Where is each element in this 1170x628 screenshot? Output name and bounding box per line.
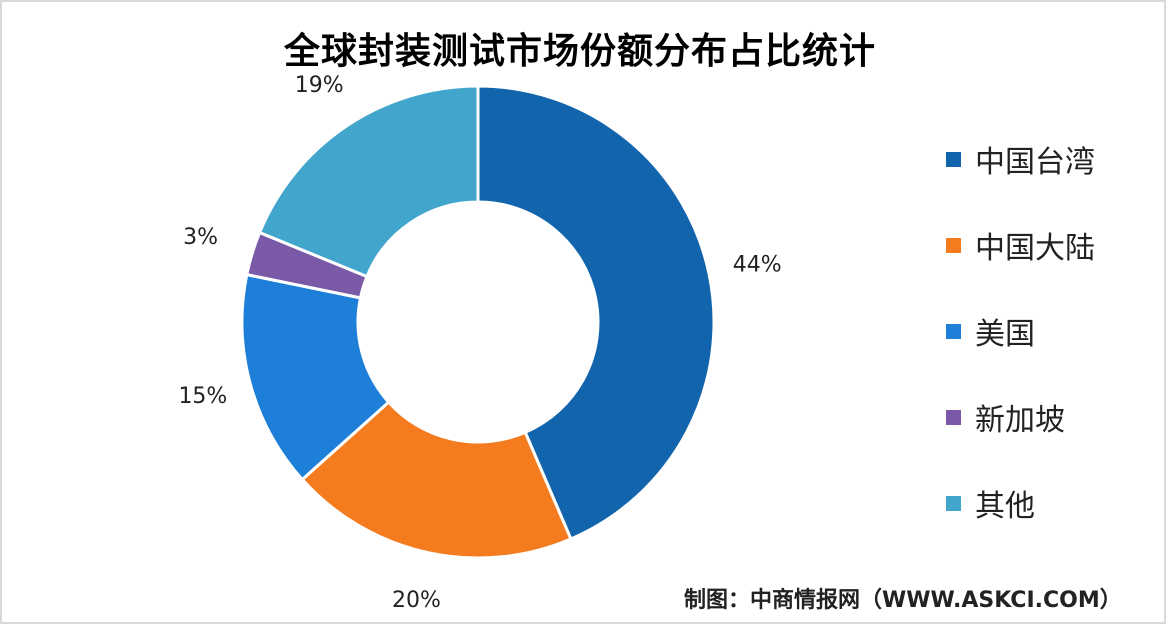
chart-title: 全球封装测试市场份额分布占比统计 [283, 31, 876, 72]
legend-item-other: 其他 [946, 460, 1095, 546]
legend-label-mainland: 中国大陆 [975, 231, 1095, 266]
legend-label-taiwan: 中国台湾 [975, 145, 1095, 180]
data-label-singapore: 3% [183, 225, 218, 250]
source-note: 制图：中商情报网（WWW.ASKCI.COM） [684, 588, 1122, 613]
legend-label-usa: 美国 [975, 317, 1035, 352]
legend-swatch-other [946, 495, 961, 511]
donut-slice-taiwan [476, 84, 716, 541]
legend-item-usa: 美国 [946, 288, 1095, 374]
donut-slice-mainland [300, 399, 573, 560]
data-label-mainland: 20% [392, 588, 441, 613]
legend: 中国台湾 中国大陆 美国 新加坡 其他 [946, 116, 1095, 546]
legend-swatch-usa [946, 323, 961, 339]
legend-swatch-mainland [946, 237, 961, 253]
data-label-usa: 15% [178, 384, 227, 409]
legend-item-mainland: 中国大陆 [946, 202, 1095, 288]
donut-slice-other [257, 84, 480, 279]
legend-swatch-singapore [946, 409, 961, 425]
donut-slice-usa [240, 272, 391, 482]
data-label-other: 19% [295, 73, 344, 98]
legend-swatch-taiwan [946, 151, 961, 167]
legend-item-singapore: 新加坡 [946, 374, 1095, 460]
legend-label-other: 其他 [975, 489, 1035, 524]
legend-item-taiwan: 中国台湾 [946, 116, 1095, 202]
legend-label-singapore: 新加坡 [975, 403, 1065, 438]
data-label-taiwan: 44% [733, 252, 782, 277]
